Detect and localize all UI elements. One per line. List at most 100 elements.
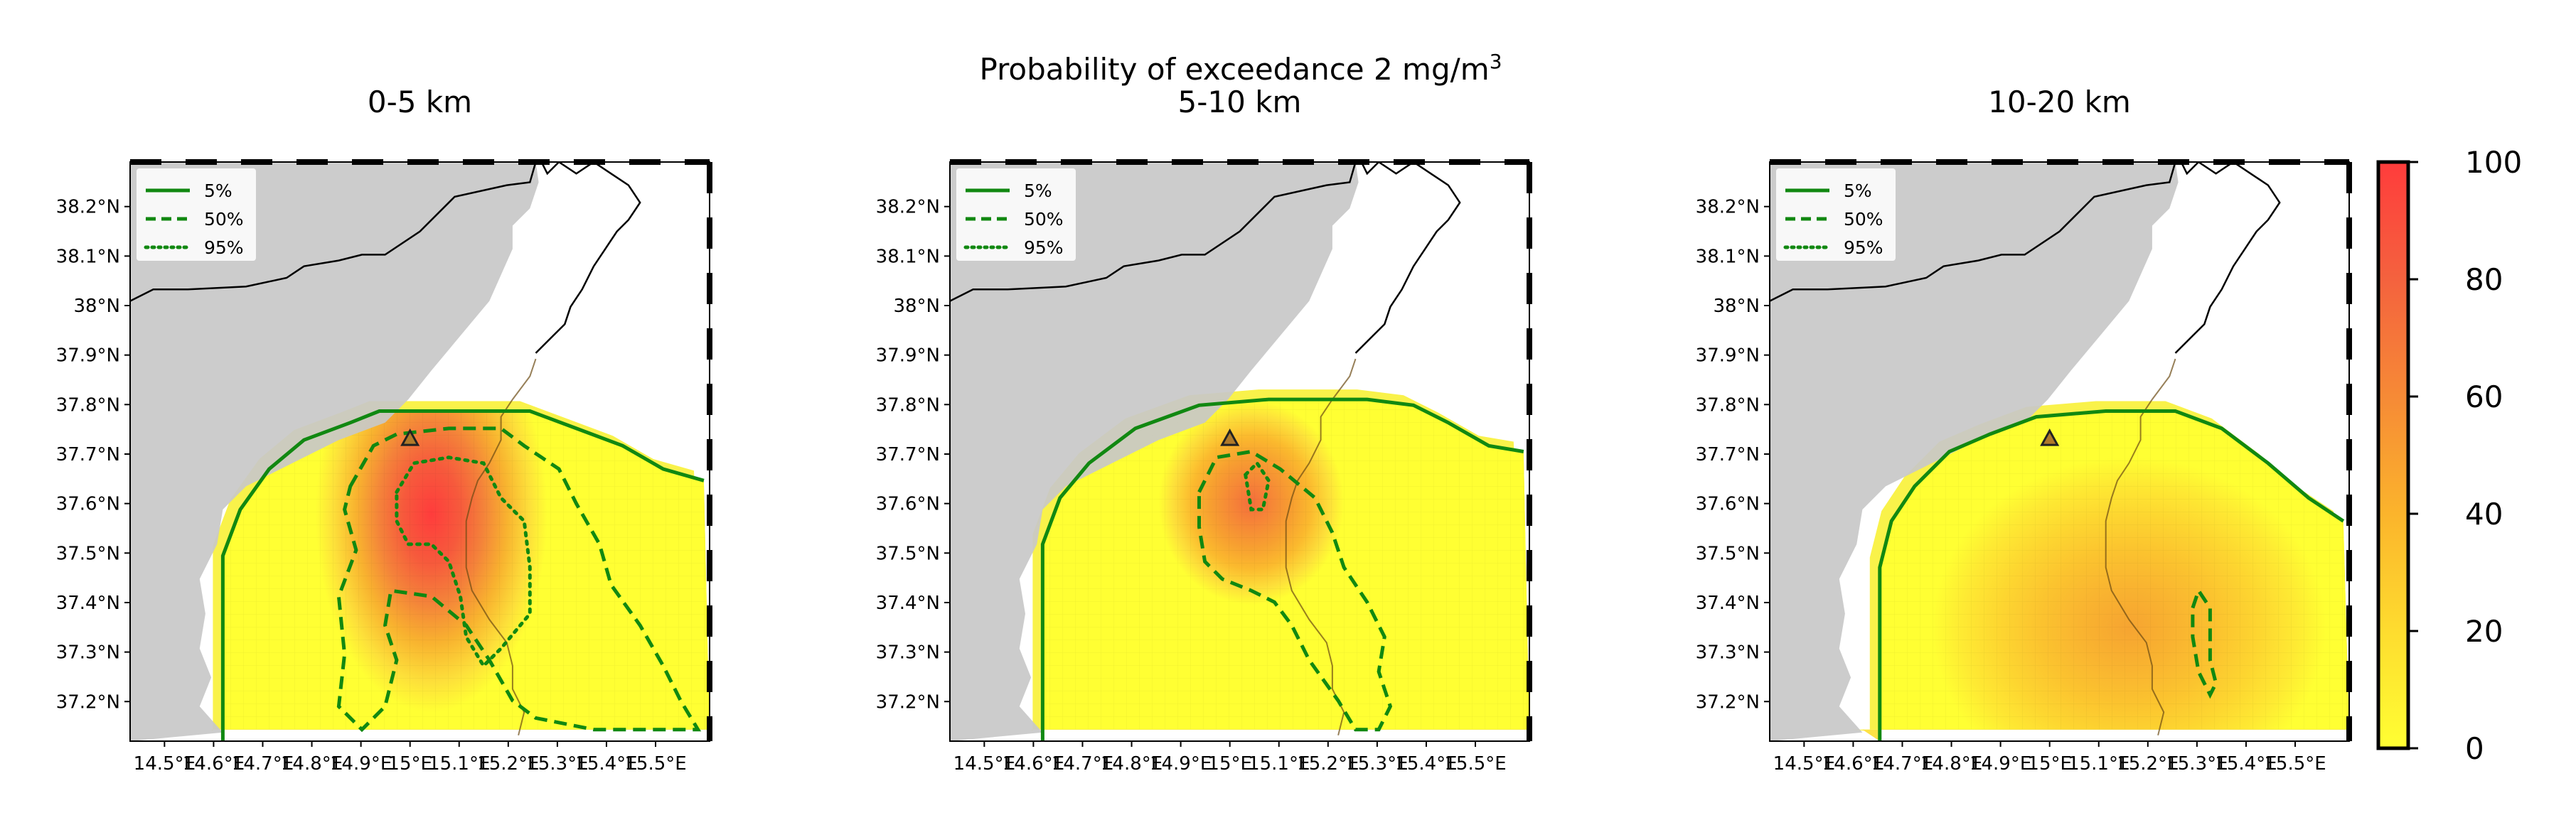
x-tick-label: 15.1°E — [428, 753, 490, 775]
legend-label: 5% — [1024, 180, 1052, 201]
y-ticks-2: 37.2°N 37.3°N 37.4°N 37.5°N 37.6°N 37.7°N 37.8… — [876, 197, 950, 713]
x-tick-label: 14.9°E — [1150, 753, 1212, 775]
x-tick-label: 14.5°E — [1773, 753, 1835, 775]
y-tick-label: 37.3°N — [1696, 642, 1760, 664]
land-calabria — [1770, 162, 2179, 741]
x-tick-label: 15.2°E — [477, 753, 539, 775]
x-tick-label: 15.5°E — [624, 753, 686, 775]
y-tick-label: 38.1°N — [56, 246, 120, 267]
contour-95pct — [1244, 460, 1271, 512]
coastline-east — [535, 162, 641, 354]
y-tick-label: 38°N — [1713, 296, 1760, 317]
y-tick-label: 37.4°N — [1696, 593, 1760, 614]
x-tick-label: 14.8°E — [1101, 753, 1163, 775]
legend-label: 50% — [1844, 209, 1883, 230]
panel-3: 10-20 km37.2°N37.3°N37.4°N37.5°N37.6°N37… — [1696, 85, 2352, 775]
colorbar-tick-label: 0 — [2465, 731, 2484, 766]
etna-source-marker — [2040, 428, 2060, 446]
y-tick-label: 37.4°N — [876, 593, 940, 614]
panel-title-1: 0-5 km — [368, 85, 472, 119]
x-tick-label: 15.4°E — [1395, 753, 1457, 775]
y-tick-label: 37.9°N — [56, 345, 120, 367]
y-tick-label: 38.2°N — [1696, 197, 1760, 218]
sicily-coastline — [465, 358, 537, 736]
y-tick-label: 37.6°N — [876, 494, 940, 515]
contour-95pct — [395, 455, 532, 669]
land-calabria — [130, 162, 539, 741]
x-tick-label: 14.6°E — [1822, 753, 1884, 775]
x-tick-label: 15.4°E — [2215, 753, 2277, 775]
colorbar-ticks: 0 20 40 60 80 100 — [2408, 145, 2522, 766]
x-tick-label: 15.5°E — [2264, 753, 2326, 775]
y-tick-label: 37.3°N — [876, 642, 940, 664]
colorbar-tick-label: 60 — [2465, 379, 2503, 414]
x-tick-label: 15.1°E — [1248, 753, 1310, 775]
x-tick-label: 14.8°E — [1920, 753, 1982, 775]
legend-1: 5% 50% 95% — [135, 167, 257, 262]
colorbar: 0 20 40 60 80 100 — [2376, 145, 2522, 766]
y-tick-label: 37.7°N — [56, 444, 120, 465]
x-tick-label: 15°E — [2027, 753, 2072, 775]
y-tick-label: 38.1°N — [876, 246, 940, 267]
map-panels: 0-5 km 37.2°N 37.3°N 37.4°N 37.5°N 37.6°N 37.7… — [56, 85, 2352, 775]
x-tick-label: 14.6°E — [183, 753, 245, 775]
y-tick-label: 38.2°N — [876, 197, 940, 218]
x-tick-label: 15.2°E — [1297, 753, 1359, 775]
y-tick-label: 37.2°N — [1696, 691, 1760, 713]
x-tick-label: 14.7°E — [1052, 753, 1113, 775]
y-tick-label: 37.7°N — [876, 444, 940, 465]
x-ticks-3: 14.5°E14.6°E14.7°E14.8°E14.9°E15°E15.1°E… — [1773, 741, 2326, 775]
coastline — [950, 162, 1357, 302]
x-tick-label: 15.2°E — [2117, 753, 2179, 775]
x-tick-label: 14.9°E — [330, 753, 392, 775]
legend-label: 50% — [204, 209, 244, 230]
y-ticks-3: 37.2°N 37.3°N 37.4°N 37.5°N 37.6°N 37.7°N 37.8… — [1696, 197, 1770, 713]
contour-5pct — [1040, 397, 1524, 741]
panel-title-3: 10-20 km — [1988, 85, 2131, 119]
y-tick-label: 37.7°N — [1696, 444, 1760, 465]
suptitle-superscript: 3 — [1490, 50, 1502, 73]
coastline — [1770, 162, 2176, 302]
contour-50pct — [1197, 449, 1393, 732]
x-tick-label: 15.4°E — [575, 753, 637, 775]
contour-5pct — [1878, 409, 2345, 741]
etna-source-marker — [400, 428, 420, 446]
y-tick-label: 37.5°N — [876, 543, 940, 564]
y-tick-label: 37.8°N — [876, 394, 940, 416]
x-tick-label: 14.6°E — [1003, 753, 1064, 775]
map-area-2 — [950, 162, 1529, 741]
colorbar-tick-label: 20 — [2465, 614, 2503, 649]
x-tick-label: 15°E — [388, 753, 432, 775]
y-tick-label: 37.3°N — [56, 642, 120, 664]
colorbar-fill — [2376, 160, 2410, 750]
x-tick-label: 15.3°E — [1346, 753, 1408, 775]
x-tick-label: 15.3°E — [2166, 753, 2228, 775]
map-area-1 — [130, 162, 710, 741]
y-tick-label: 37.6°N — [56, 494, 120, 515]
colorbar-tick-label: 100 — [2465, 145, 2522, 180]
colorbar-tick-label: 80 — [2465, 262, 2503, 297]
y-tick-label: 37.2°N — [56, 691, 120, 713]
x-tick-label: 15.1°E — [2068, 753, 2129, 775]
x-tick-label: 14.5°E — [134, 753, 196, 775]
x-tick-label: 14.7°E — [1871, 753, 1933, 775]
x-ticks-2: 14.5°E14.6°E14.7°E14.8°E14.9°E15°E15.1°E… — [953, 741, 1507, 775]
suptitle: Probability of exceedance 2 mg/m3 — [979, 50, 1502, 87]
y-tick-label: 37.6°N — [1696, 494, 1760, 515]
y-tick-label: 38.1°N — [1696, 246, 1760, 267]
panel-title-2: 5-10 km — [1178, 85, 1302, 119]
y-tick-label: 38°N — [893, 296, 940, 317]
legend-label: 5% — [204, 180, 233, 201]
sicily-coastline — [1285, 358, 1357, 736]
y-ticks-1: 37.2°N 37.3°N 37.4°N 37.5°N 37.6°N 37.7°N 37.8… — [56, 197, 130, 713]
y-tick-label: 37.5°N — [56, 543, 120, 564]
legend-label: 95% — [1844, 237, 1883, 258]
coastline-east — [2174, 162, 2281, 354]
y-tick-label: 37.4°N — [56, 593, 120, 614]
y-tick-label: 38.2°N — [56, 197, 120, 218]
y-tick-label: 37.8°N — [1696, 394, 1760, 416]
x-ticks-1: 14.5°E14.6°E14.7°E14.8°E14.9°E15°E15.1°E… — [134, 741, 687, 775]
x-tick-label: 14.5°E — [953, 753, 1015, 775]
y-tick-label: 37.5°N — [1696, 543, 1760, 564]
